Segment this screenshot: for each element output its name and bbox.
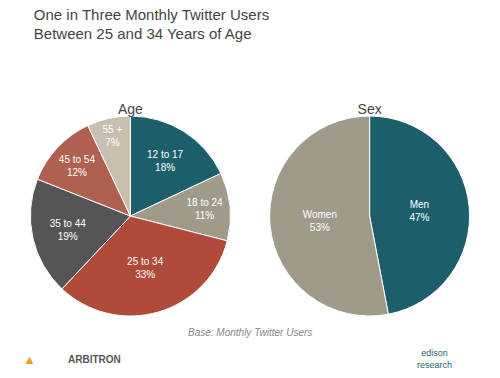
svg-text:12 to 1718%: 12 to 1718%	[147, 149, 184, 173]
svg-text:25 to 3433%: 25 to 3433%	[127, 256, 164, 280]
svg-text:Base: Monthly Twitter Users: Base: Monthly Twitter Users	[188, 327, 312, 338]
svg-text:55 +7%: 55 +7%	[103, 124, 123, 148]
svg-text:18 to 2411%: 18 to 2411%	[186, 197, 223, 221]
svg-text:edisonresearch: edisonresearch	[417, 348, 452, 370]
svg-text:35 to 4419%: 35 to 4419%	[50, 218, 87, 242]
svg-text:Men47%: Men47%	[409, 199, 429, 223]
svg-text:Age: Age	[118, 101, 143, 117]
svg-text:Sex: Sex	[358, 101, 382, 117]
svg-text:▲: ▲	[23, 352, 36, 367]
svg-text:One in Three Monthly Twitter U: One in Three Monthly Twitter UsersBetwee…	[34, 6, 269, 43]
svg-text:ARBITRON: ARBITRON	[68, 354, 121, 365]
svg-text:45 to 5412%: 45 to 5412%	[59, 154, 96, 178]
svg-text:Women53%: Women53%	[303, 209, 337, 233]
